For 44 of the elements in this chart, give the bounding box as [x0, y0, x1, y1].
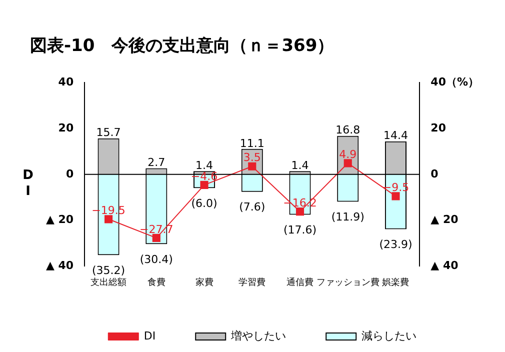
data-label: (35.2): [92, 264, 126, 278]
data-label: (30.4): [140, 253, 173, 266]
y-tick-label: 40: [58, 75, 74, 88]
y-tick-label: ▲ 20: [46, 213, 74, 226]
x-tick-label: 家費: [195, 276, 214, 288]
y-tick-label: ▲ 40: [46, 259, 74, 272]
chart-title: 図表-10 今後の支出意向（ｎ＝369）: [30, 35, 334, 57]
x-tick-label: 食費: [147, 276, 166, 288]
data-label: (7.6): [239, 200, 266, 214]
data-label: 14.4: [383, 129, 408, 142]
point: [344, 159, 352, 168]
y2-tick-label: 20: [430, 121, 446, 134]
legend-label: 増やしたい: [230, 329, 286, 342]
y2-tick-label: 40（%）: [430, 75, 480, 88]
x-tick-label: 娯楽費: [382, 276, 410, 288]
point: [296, 208, 304, 216]
data-label: 4.9: [339, 148, 357, 162]
data-label: 11.1: [240, 136, 264, 150]
data-label: (23.9): [379, 238, 412, 252]
data-label: 1.4: [196, 159, 214, 172]
legend-label: DI: [144, 329, 156, 342]
y2-tick-label: ▲ 20: [430, 213, 459, 226]
point: [392, 192, 400, 200]
point: [152, 234, 160, 242]
data-label: (17.6): [283, 224, 317, 237]
y2-tick-label: ▲ 40: [430, 259, 459, 272]
point: [104, 215, 113, 224]
x-tick-label: 学習費: [238, 276, 266, 288]
data-label: 1.4: [291, 159, 309, 172]
y2-tick-label: 0: [430, 167, 439, 180]
data-label: 16.8: [336, 124, 360, 137]
data-label: (11.9): [331, 210, 364, 224]
data-label: 2.7: [148, 156, 166, 170]
point: [248, 162, 256, 170]
data-label: 3.5: [243, 151, 261, 164]
legend-label: 減らしたい: [362, 329, 417, 342]
y-tick-label: 20: [58, 121, 74, 134]
x-tick-label: ファッション費: [316, 276, 380, 288]
x-tick-label: 支出総額: [90, 276, 127, 288]
x-tick-label: 通信費: [286, 276, 314, 288]
y-tick-label: 0: [66, 167, 74, 180]
y-axis-title: DI: [22, 168, 34, 200]
data-label: 15.7: [96, 126, 121, 140]
data-label: (6.0): [191, 197, 218, 210]
